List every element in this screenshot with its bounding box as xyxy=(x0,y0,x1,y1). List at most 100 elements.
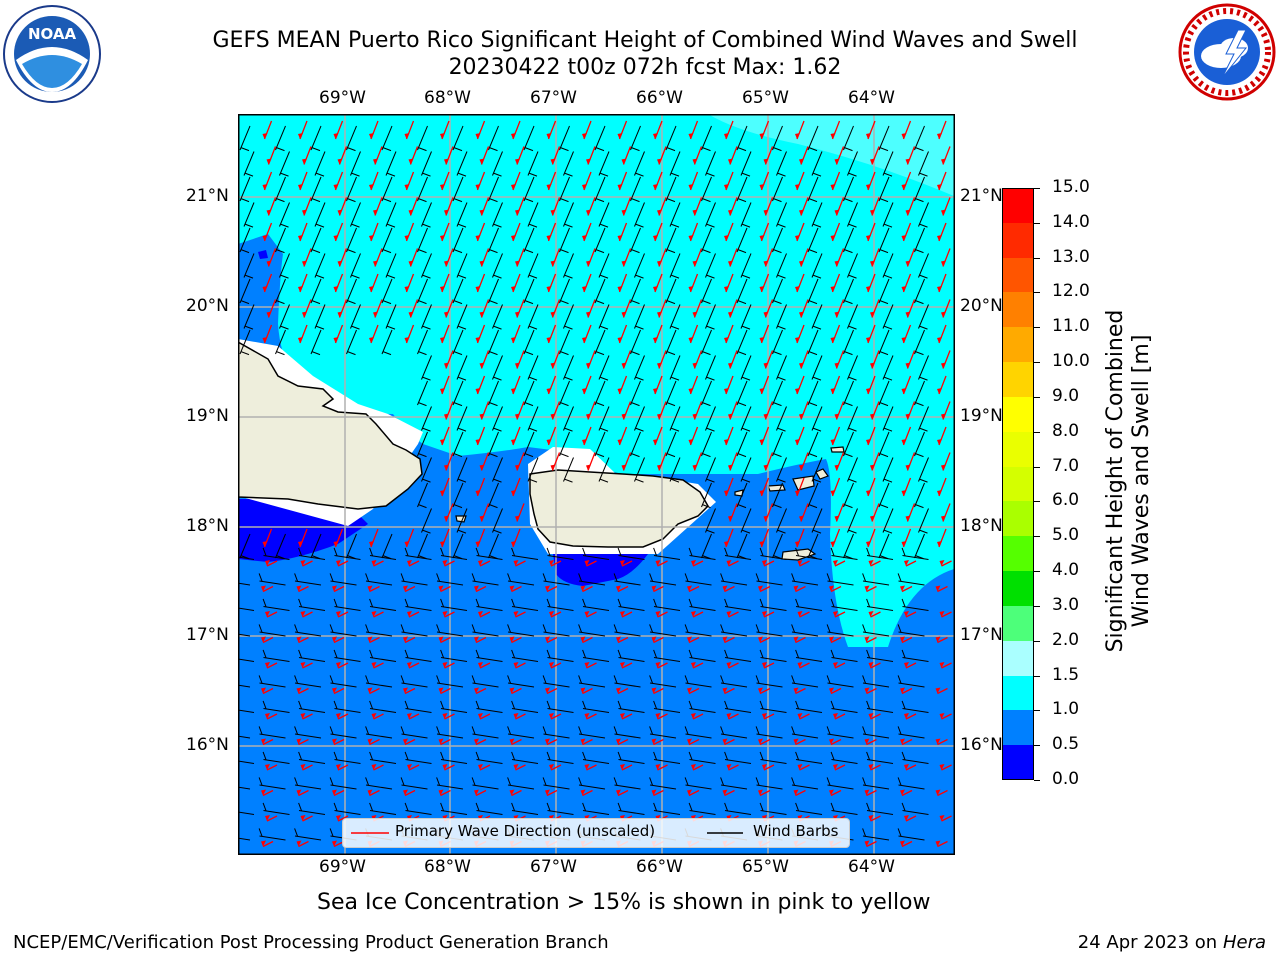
wind-barb xyxy=(385,202,397,228)
wave-direction-arrow xyxy=(795,120,805,140)
wind-barb xyxy=(594,380,606,407)
wave-direction-arrow xyxy=(937,222,947,242)
colorbar-tick-label: 3.0 xyxy=(1052,594,1080,615)
wave-direction-arrow xyxy=(905,350,916,369)
lat-label-left-17n: 17°N xyxy=(186,625,229,645)
wave-direction-arrow xyxy=(262,120,273,140)
wind-barb xyxy=(630,380,641,407)
wind-barb xyxy=(826,573,854,586)
wind-barb xyxy=(238,607,255,611)
wave-direction-arrow xyxy=(371,560,384,567)
wind-barb xyxy=(546,598,574,611)
footer-date-text: 24 Apr 2023 on xyxy=(1077,932,1223,953)
wind-barb xyxy=(381,278,393,305)
wave-direction-arrow xyxy=(833,713,846,720)
wave-direction-arrow xyxy=(759,273,770,293)
wave-direction-arrow xyxy=(474,687,487,695)
wind-barb xyxy=(527,253,539,279)
wave-direction-arrow xyxy=(440,324,450,344)
wind-barb xyxy=(507,675,535,688)
wind-barb xyxy=(613,675,641,688)
wave-direction-arrow xyxy=(300,662,313,669)
wave-direction-arrow xyxy=(300,611,313,618)
wave-direction-arrow xyxy=(793,789,806,797)
lat-label-left-20n: 20°N xyxy=(186,296,229,316)
wind-barb xyxy=(882,406,894,432)
wind-barb xyxy=(594,329,606,356)
wind-barb xyxy=(381,227,393,254)
wave-direction-arrow xyxy=(549,662,562,669)
colorbar-tick-label: 10.0 xyxy=(1052,351,1090,372)
wave-direction-arrow xyxy=(692,452,703,471)
wave-direction-arrow xyxy=(513,611,526,618)
wind-barb xyxy=(724,751,752,764)
wave-direction-arrow xyxy=(834,503,845,522)
wave-direction-arrow xyxy=(657,248,667,267)
lon-label-bottom-64w: 64°W xyxy=(848,857,895,877)
colorbar-tick-label: 12.0 xyxy=(1052,281,1090,302)
wind-barb xyxy=(421,355,432,381)
wind-barb xyxy=(417,482,428,509)
colorbar-swatch xyxy=(1002,745,1034,781)
wind-barb xyxy=(720,624,748,637)
wind-barb xyxy=(901,547,929,560)
wave-direction-arrow xyxy=(864,687,877,695)
wind-barb xyxy=(736,482,748,509)
wave-direction-arrow xyxy=(795,324,805,344)
wind-barb xyxy=(701,278,712,305)
wind-barb xyxy=(350,253,361,279)
wind-barb xyxy=(755,573,783,586)
wave-direction-arrow xyxy=(515,452,525,471)
wave-direction-arrow xyxy=(905,248,916,267)
wind-barb xyxy=(582,598,610,611)
wave-direction-arrow xyxy=(337,248,348,267)
wave-direction-arrow xyxy=(403,687,416,695)
wind-barb xyxy=(594,125,606,152)
colorbar-tick-mark xyxy=(1034,605,1040,607)
wind-barb xyxy=(369,649,397,662)
wave-direction-arrow xyxy=(901,120,912,140)
wave-direction-arrow xyxy=(616,789,629,797)
wave-direction-arrow xyxy=(870,350,880,369)
wave-direction-arrow xyxy=(265,713,278,720)
wave-direction-arrow xyxy=(546,273,557,293)
wave-direction-arrow xyxy=(475,375,486,395)
wind-barb xyxy=(400,675,428,688)
wind-barb xyxy=(755,675,783,688)
wind-barb xyxy=(688,802,716,815)
wind-barb xyxy=(901,751,929,764)
wave-direction-arrow xyxy=(369,171,379,191)
wind-barb xyxy=(830,802,858,815)
wind-barb xyxy=(488,329,499,356)
lat-label-right-19n: 19°N xyxy=(960,406,1003,426)
wave-direction-arrow xyxy=(728,452,738,471)
wave-direction-arrow xyxy=(261,840,274,848)
wave-direction-arrow xyxy=(866,324,876,344)
wind-barb xyxy=(795,802,823,815)
wave-direction-arrow xyxy=(369,222,379,242)
wave-direction-arrow xyxy=(616,636,629,644)
wave-direction-arrow xyxy=(758,636,771,644)
wind-barb xyxy=(791,624,819,637)
wave-direction-arrow xyxy=(870,401,880,420)
wave-direction-arrow xyxy=(937,375,947,395)
colorbar-tick-mark xyxy=(1034,571,1040,573)
wind-barb xyxy=(878,278,890,305)
wave-direction-arrow xyxy=(266,248,277,267)
wave-direction-arrow xyxy=(545,789,558,797)
wave-direction-arrow xyxy=(866,273,876,293)
wind-barb xyxy=(298,751,326,764)
wave-direction-arrow xyxy=(797,611,810,618)
wind-barb xyxy=(613,726,641,739)
wave-direction-arrow xyxy=(475,273,486,293)
wind-barb xyxy=(456,355,468,381)
wind-barb xyxy=(507,726,535,739)
wind-barb xyxy=(239,329,251,356)
wave-direction-arrow xyxy=(905,401,916,420)
wave-direction-arrow xyxy=(545,636,558,644)
wind-barb xyxy=(897,624,925,637)
wind-barb xyxy=(452,482,464,509)
lat-label-left-16n: 16°N xyxy=(186,735,229,755)
wave-direction-arrow xyxy=(799,350,809,369)
wind-barb xyxy=(594,227,606,254)
